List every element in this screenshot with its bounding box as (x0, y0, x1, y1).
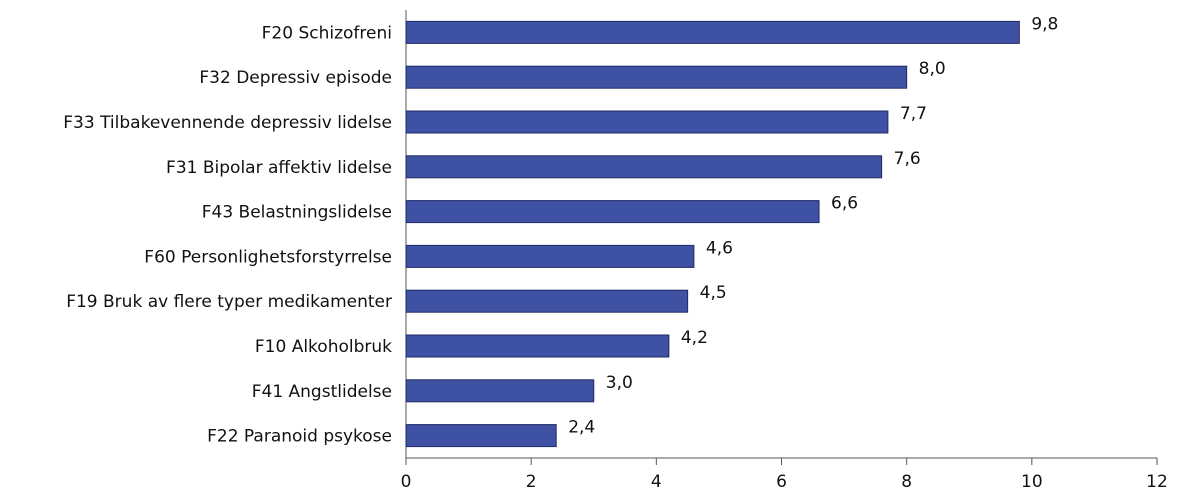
bar (405, 200, 820, 224)
bar (405, 20, 1020, 44)
value-label: 2,4 (568, 418, 595, 438)
value-label: 9,8 (1031, 14, 1058, 34)
y-tick-label: F60 Personlighetsforstyrrelse (144, 247, 392, 267)
x-tick-label: 6 (776, 472, 787, 492)
bar (405, 379, 595, 403)
value-label: 4,2 (681, 328, 708, 348)
x-tick-label: 8 (901, 472, 912, 492)
x-tick-label: 0 (401, 472, 412, 492)
value-label: 7,6 (894, 149, 921, 169)
x-tick-label: 12 (1146, 472, 1168, 492)
y-tick-label: F19 Bruk av flere typer medikamenter (66, 292, 392, 312)
y-tick-label: F31 Bipolar affektiv lidelse (166, 158, 392, 178)
y-tick-label: F43 Belastningslidelse (202, 203, 392, 223)
value-label: 3,0 (606, 373, 633, 393)
bar (405, 424, 557, 448)
bar (405, 110, 889, 134)
y-tick-label: F20 Schizofreni (262, 23, 392, 43)
bar (405, 289, 689, 313)
bar (405, 244, 695, 268)
bar (405, 65, 908, 89)
value-label: 4,6 (706, 238, 733, 258)
y-tick-label: F41 Angstlidelse (252, 382, 392, 402)
bar (405, 155, 883, 179)
y-tick-label: F22 Paranoid psykose (207, 427, 392, 447)
value-label: 6,6 (831, 194, 858, 214)
y-tick-label: F10 Alkoholbruk (255, 337, 392, 357)
value-label: 7,7 (900, 104, 927, 124)
y-tick-label: F33 Tilbakevennende depressiv lidelse (63, 113, 392, 133)
y-tick-label: F32 Depressiv episode (199, 68, 392, 88)
bar (405, 334, 670, 358)
x-tick-label: 4 (651, 472, 662, 492)
x-tick-label: 2 (526, 472, 537, 492)
x-tick-label: 10 (1021, 472, 1043, 492)
value-label: 8,0 (919, 59, 946, 79)
value-label: 4,5 (700, 283, 727, 303)
